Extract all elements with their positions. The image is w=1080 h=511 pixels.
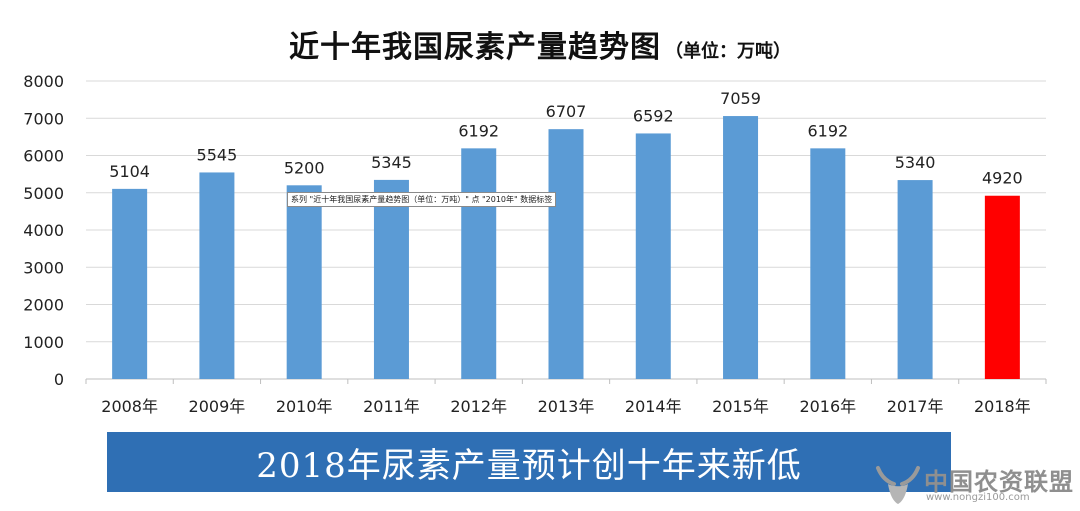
bar [286, 185, 322, 379]
y-tick-label: 4000 [23, 221, 64, 240]
y-tick-label: 8000 [23, 72, 64, 91]
bar [199, 172, 235, 379]
unit-note: （单位：万吨） [665, 41, 791, 62]
banner-text: 2018年尿素产量预计创十年来新低 [256, 445, 802, 486]
x-tick-label: 2012年 [450, 397, 507, 416]
x-tick-label: 2015年 [712, 397, 769, 416]
x-tick-label: 2017年 [887, 397, 944, 416]
chart-title-text: 近十年我国尿素产量趋势图 [289, 30, 661, 65]
x-tick-label: 2010年 [276, 397, 333, 416]
data-label: 6192 [458, 121, 499, 140]
data-label: 6592 [633, 106, 674, 125]
x-tick-label: 2014年 [625, 397, 682, 416]
y-tick-label: 5000 [23, 184, 64, 203]
watermark: 中国农资联盟 www.nongzi100.com [872, 458, 1080, 507]
bar [723, 116, 759, 380]
y-tick-label: 1000 [23, 333, 64, 352]
watermark-url: www.nongzi100.com [926, 492, 1030, 503]
data-label: 4920 [982, 169, 1023, 188]
bull-logo-icon [876, 466, 920, 504]
bar [461, 148, 497, 379]
data-label: 5104 [109, 162, 150, 181]
data-label: 7059 [720, 89, 761, 108]
x-tick-label: 2008年 [101, 397, 158, 416]
data-label: 5340 [895, 153, 936, 172]
data-label: 5345 [371, 153, 412, 172]
x-tick-label: 2013年 [538, 397, 595, 416]
y-tick-label: 2000 [23, 296, 64, 315]
data-label-tooltip: 系列 "近十年我国尿素产量趋势图（单位：万吨）" 点 "2010年" 数据标签 [287, 192, 557, 207]
data-label: 5200 [284, 158, 325, 177]
data-label: 6707 [546, 102, 587, 121]
chart-title: 近十年我国尿素产量趋势图 （单位：万吨） [0, 22, 1080, 66]
bar-chart: 0 1000 2000 3000 4000 5000 6000 7000 8000 5104 200… [23, 72, 1047, 416]
bar [635, 133, 671, 379]
bar [548, 129, 584, 379]
x-tick-label: 2011年 [363, 397, 420, 416]
y-tick-label: 7000 [23, 109, 64, 128]
watermark-name: 中国农资联盟 [924, 468, 1074, 496]
bar [112, 188, 148, 379]
bar [810, 148, 846, 379]
data-label: 6192 [807, 121, 848, 140]
bar [373, 179, 409, 379]
headline-banner: 2018年尿素产量预计创十年来新低 [107, 432, 951, 492]
data-label: 5545 [197, 145, 238, 164]
bar [897, 180, 933, 379]
x-tick-label: 2009年 [189, 397, 246, 416]
x-tick-label: 2018年 [974, 397, 1031, 416]
bar [984, 195, 1020, 379]
x-tick-label: 2016年 [799, 397, 856, 416]
y-tick-label: 0 [54, 370, 64, 389]
y-tick-label: 6000 [23, 147, 64, 166]
y-tick-label: 3000 [23, 258, 64, 277]
